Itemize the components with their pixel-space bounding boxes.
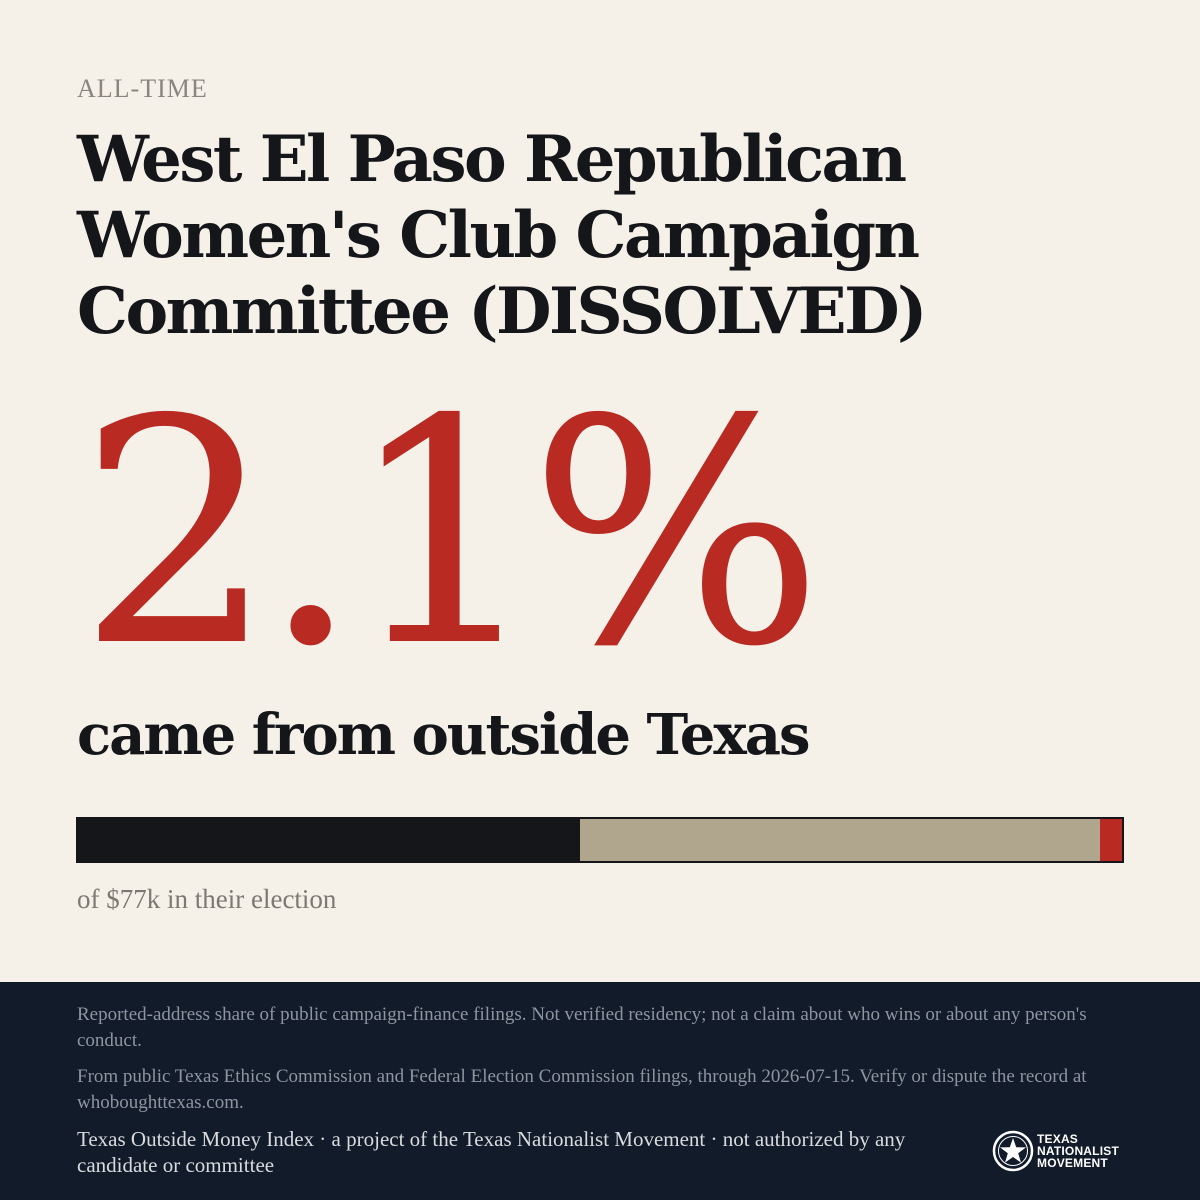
timeframe-label: ALL-TIME — [77, 74, 208, 103]
outside-share-percent: 2.1% — [78, 354, 824, 715]
bar-segment-outside-texas — [1100, 819, 1122, 861]
committee-title: West El Paso Republican Women's Club Cam… — [77, 122, 927, 349]
disclaimer-source: From public Texas Ethics Commission and … — [77, 1066, 1087, 1113]
bar-segment-dark — [78, 819, 581, 861]
outside-share-subhead: came from outside Texas — [77, 702, 811, 768]
disclaimer-residency: Reported-address share of public campaig… — [77, 1004, 1087, 1051]
logo-line-nationalist: NATIONALIST — [1037, 1144, 1119, 1158]
tnm-logo: TEXAS NATIONALIST MOVEMENT — [992, 1130, 1119, 1172]
funding-share-bar — [76, 817, 1124, 863]
bar-caption: of $77k in their election — [77, 884, 337, 914]
logo-line-movement: MOVEMENT — [1037, 1156, 1108, 1170]
star-seal-icon — [992, 1130, 1034, 1172]
project-credit: Texas Outside Money Index · a project of… — [77, 1127, 906, 1177]
logo-line-texas: TEXAS — [1037, 1132, 1079, 1146]
bar-segment-tan — [580, 819, 1101, 861]
